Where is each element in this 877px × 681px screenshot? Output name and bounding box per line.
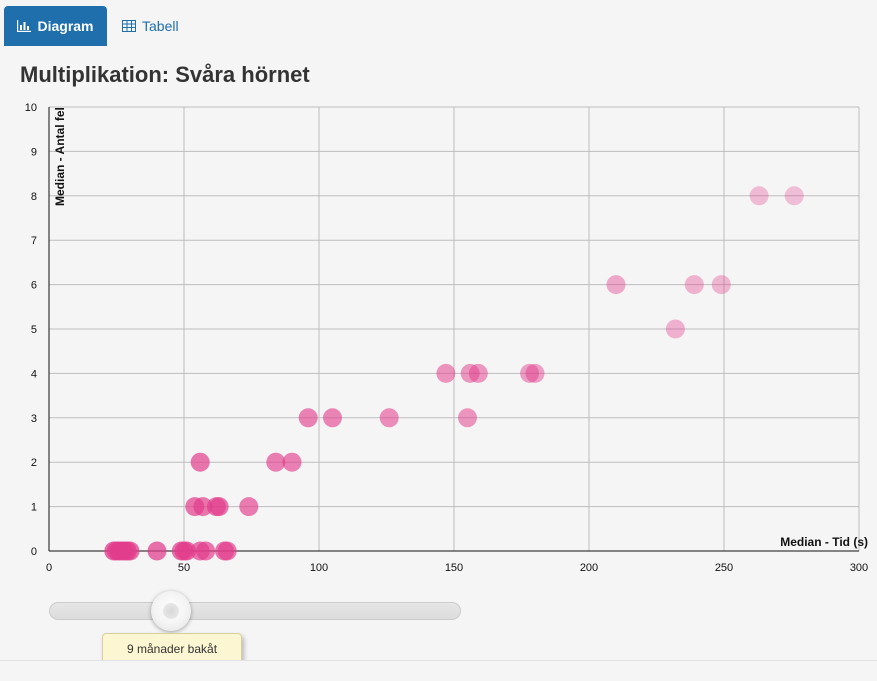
chart-points [104,186,804,561]
y-tick-label: 1 [31,502,37,514]
y-tick-label: 6 [31,280,37,292]
scatter-point[interactable] [217,541,237,561]
chart-grid [49,106,860,551]
scatter-point[interactable] [147,541,167,561]
x-axis-label: Median - Tid (s) [780,535,868,549]
scatter-point[interactable] [190,452,210,472]
scatter-point[interactable] [458,408,477,428]
x-tick-label: 0 [46,562,52,574]
y-tick-label: 10 [25,102,37,114]
y-tick-label: 5 [31,324,37,336]
scatter-point[interactable] [209,497,229,517]
table-icon [122,20,136,32]
tab-diagram[interactable]: Diagram [4,6,107,46]
y-tick-label: 7 [31,235,37,247]
x-tick-label: 300 [850,562,868,574]
scatter-point[interactable] [298,408,318,428]
x-tick-label: 200 [580,562,598,574]
y-tick-label: 3 [31,413,37,425]
tab-tabell[interactable]: Tabell [122,6,179,46]
scatter-point[interactable] [606,275,626,295]
y-tick-label: 8 [31,191,37,203]
x-tick-label: 50 [178,562,190,574]
y-axis-label: Median - Antal fel [53,107,67,206]
scatter-point[interactable] [379,408,399,428]
scatter-point[interactable] [525,363,545,383]
tab-diagram-label: Diagram [37,18,94,34]
scatter-point[interactable] [266,452,286,472]
bar-chart-icon [17,20,32,32]
chart-title: Multiplikation: Svåra hörnet [20,62,310,87]
y-tick-label: 0 [31,546,37,558]
scatter-point[interactable] [665,319,685,339]
scatter-point[interactable] [177,541,197,561]
scatter-point[interactable] [749,186,769,206]
view-tabs: Diagram Tabell [0,0,877,46]
scatter-point[interactable] [520,363,540,383]
time-slider-track[interactable] [49,602,461,620]
scatter-point[interactable] [193,497,213,517]
y-tick-label: 9 [31,146,37,158]
scatter-point[interactable] [239,497,259,517]
scatter-point[interactable] [711,275,731,295]
scatter-point[interactable] [120,541,140,561]
time-slider-handle[interactable] [151,591,191,631]
x-tick-label: 250 [715,562,733,574]
scatter-point[interactable] [684,275,704,295]
x-tick-label: 100 [310,562,328,574]
page-footer-strip [0,660,877,681]
y-tick-label: 2 [31,457,37,469]
scatter-point[interactable] [436,363,456,383]
scatter-point[interactable] [468,363,488,383]
x-tick-label: 150 [445,562,463,574]
y-tick-label: 4 [31,368,37,380]
scatter-point[interactable] [196,541,216,561]
scatter-point[interactable] [282,452,302,472]
slider-tooltip: 9 månader bakåt [102,633,242,665]
scatter-point[interactable] [784,186,804,206]
scatter-point[interactable] [323,408,342,428]
tab-tabell-label: Tabell [142,18,179,34]
